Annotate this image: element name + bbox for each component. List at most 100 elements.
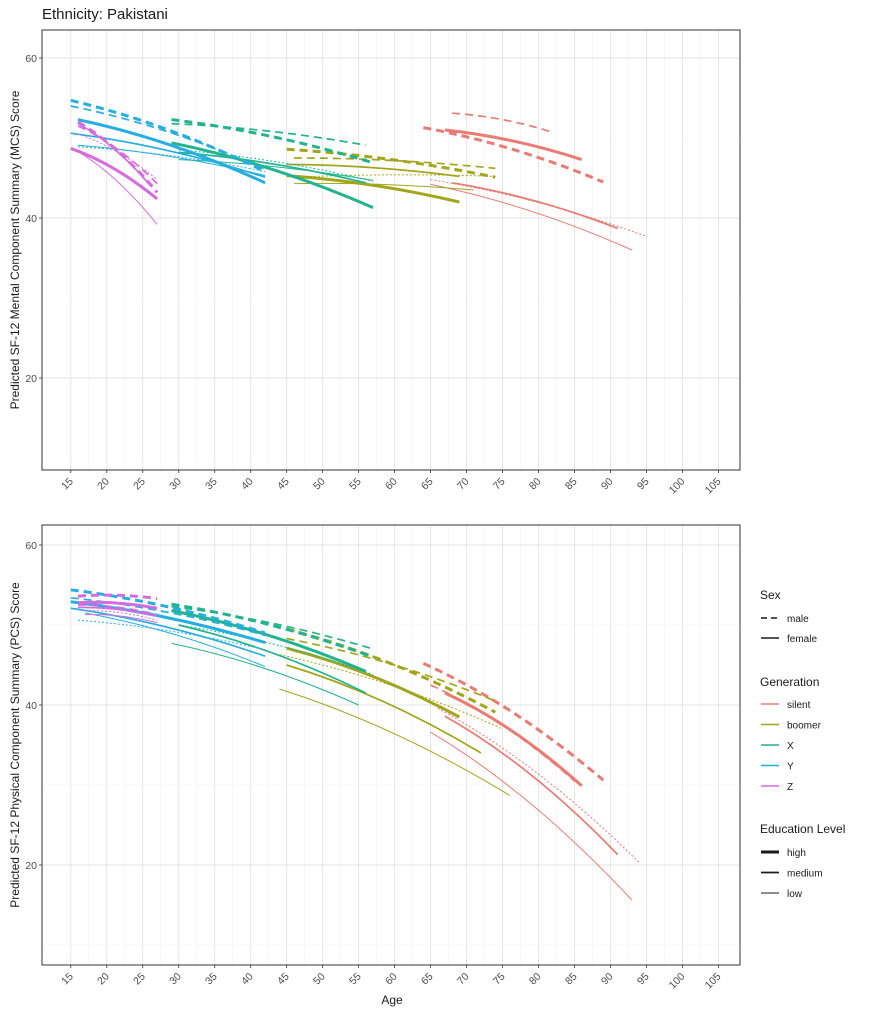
legend-label-z: Z (787, 782, 793, 793)
pcs-panel: 15 20 25 30 35 40 45 50 55 60 65 70 75 80 85 90 95 100 105… (8, 524, 741, 992)
series-line-z-male-low (85, 610, 158, 621)
series-line-z-female-low (85, 614, 158, 624)
series-line-z-female-high (77, 600, 158, 610)
series-line-x-male-high (171, 602, 374, 659)
x-tick-label: 85 (563, 476, 580, 493)
series-line-z-female-medium (77, 606, 158, 618)
x-tick-label: 50 (311, 971, 328, 988)
panel-border (41, 524, 741, 966)
x-tick-label: 20 (95, 971, 112, 988)
series-line-boomer-female-medium (286, 664, 482, 754)
y-tick-label: 40 (25, 700, 37, 712)
series-line-y-male-high (70, 588, 266, 635)
x-tick-label: 40 (239, 476, 256, 493)
legend-label-female: female (787, 634, 817, 645)
legend-label-x: X (787, 741, 794, 752)
series-line-x-male-medium (171, 122, 366, 147)
series-line-boomer-female-high (286, 174, 460, 204)
x-tick-label: 95 (635, 971, 652, 988)
series-line-y-male-medium (70, 596, 266, 637)
x-tick-label: 105 (703, 476, 724, 497)
series-line-z-female-high (70, 146, 159, 200)
x-tick-label: 55 (347, 476, 364, 493)
series-line-x-female-medium (178, 624, 367, 694)
legend: Sex Generation Education Level male femal… (760, 588, 845, 900)
x-tick-label: 70 (455, 476, 472, 493)
panel-border (41, 29, 741, 471)
y-axis-title: Predicted SF-12 Physical Component Summa… (8, 582, 22, 908)
series-line-y-female-high (77, 118, 266, 185)
figure-title: Ethnicity: Pakistani (42, 6, 168, 23)
x-tick-label: 25 (131, 476, 148, 493)
x-tick-label: 30 (167, 971, 184, 988)
series-line-x-male-low (178, 149, 374, 182)
x-tick-label: 60 (383, 476, 400, 493)
series-line-silent-female-high (444, 128, 583, 162)
x-tick-label: 45 (275, 476, 292, 493)
x-tick-label: 55 (347, 971, 364, 988)
series-line-x-female-high (171, 609, 367, 673)
legend-label-high: high (787, 848, 806, 859)
x-tick-label: 65 (419, 476, 436, 493)
series-line-z-female-low (77, 151, 158, 225)
series-line-boomer-female-medium (286, 163, 460, 178)
series-line-y-female-low (85, 612, 266, 668)
x-tick-label: 45 (275, 971, 292, 988)
series-line-y-female-medium (70, 607, 266, 658)
x-axis-title: Age (381, 993, 403, 1007)
mcs-panel: 15 20 25 30 35 40 45 50 55 60 65 70 75 80 85 90 95 100 105… (8, 29, 741, 497)
series-line-silent-male-high (422, 662, 605, 782)
series-line-silent-male-medium (452, 112, 554, 134)
series-line-z-male-high (77, 593, 158, 601)
legend-education-title: Education Level (760, 822, 845, 836)
x-tick-label: 75 (491, 971, 508, 988)
legend-label-medium: medium (787, 869, 823, 880)
x-tick-label: 35 (203, 971, 220, 988)
series-line-x-female-low (171, 642, 359, 706)
legend-sex-title: Sex (760, 588, 781, 602)
series-line-silent-male-high (423, 126, 604, 184)
series-line-silent-female-medium (444, 715, 619, 856)
legend-label-silent: silent (787, 700, 811, 711)
series-line-silent-female-high (444, 691, 583, 787)
series-line-silent-female-low (430, 183, 633, 251)
series-line-z-male-medium (77, 125, 158, 185)
series-line-z-male-low (77, 133, 158, 180)
legend-label-male: male (787, 614, 809, 625)
y-tick-label: 60 (25, 540, 37, 552)
x-tick-label: 30 (167, 476, 184, 493)
x-tick-label: 90 (599, 971, 616, 988)
x-tick-label: 100 (667, 971, 688, 992)
x-tick-label: 100 (667, 476, 688, 497)
series-line-boomer-male-low (279, 654, 503, 730)
y-tick-label: 20 (25, 373, 37, 385)
legend-generation-title: Generation (760, 675, 819, 689)
series-line-x-female-high (171, 141, 374, 209)
x-tick-label: 40 (239, 971, 256, 988)
x-tick-label: 90 (599, 476, 616, 493)
series-line-y-female-low (77, 144, 266, 177)
series-line-silent-female-low (430, 731, 633, 901)
series-line-boomer-female-high (286, 646, 461, 719)
y-tick-label: 20 (25, 860, 37, 872)
x-tick-label: 105 (703, 971, 724, 992)
x-tick-label: 20 (95, 476, 112, 493)
x-tick-label: 75 (491, 476, 508, 493)
series-line-z-male-medium (77, 604, 158, 616)
x-tick-label: 15 (59, 476, 76, 493)
x-tick-label: 80 (527, 476, 544, 493)
plot-background (42, 525, 740, 965)
series-line-silent-female-medium (452, 181, 618, 230)
y-tick-label: 40 (25, 213, 37, 225)
x-tick-label: 50 (311, 476, 328, 493)
x-tick-label: 65 (419, 971, 436, 988)
series-line-y-male-low (77, 146, 266, 173)
series-line-x-female-low (178, 159, 374, 181)
series-line-boomer-male-medium (286, 637, 496, 702)
plot-background (42, 30, 740, 470)
x-tick-label: 35 (203, 476, 220, 493)
x-tick-label: 85 (563, 971, 580, 988)
y-tick-label: 60 (25, 53, 37, 65)
legend-label-y: Y (787, 762, 794, 773)
x-tick-label: 95 (635, 476, 652, 493)
